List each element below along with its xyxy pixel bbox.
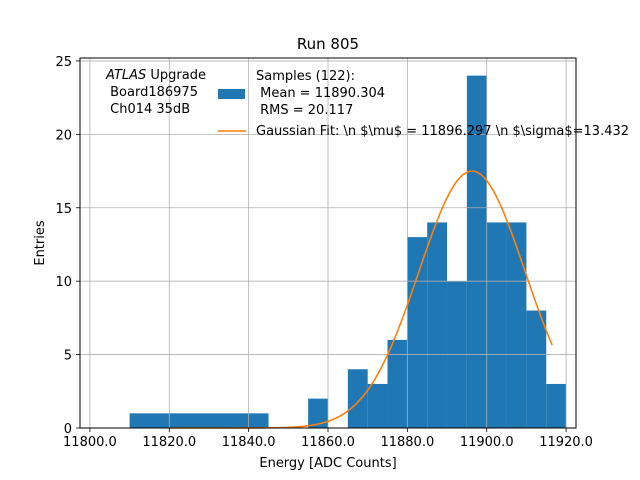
histogram-bar: [308, 398, 328, 428]
annotation-board: Board186975: [106, 85, 198, 100]
legend-fit-label: Gaussian Fit: \n $\mu$ = 11896.297 \n $\…: [256, 124, 629, 139]
y-tick-label: 25: [55, 55, 72, 70]
legend-histogram-label: Samples (122): Mean = 11890.304 RMS = 20…: [256, 69, 385, 118]
x-tick-label: 11800.0: [63, 435, 117, 450]
x-axis-ticks: 11800.0 11820.0 11840.0 11860.0 11880.0 11900…: [63, 428, 593, 450]
legend-histogram-swatch: [218, 89, 245, 99]
histogram-bar: [407, 237, 428, 428]
x-tick-label: 11860.0: [301, 435, 355, 450]
histogram-bar: [546, 383, 567, 428]
svg-text:ATLAS Upgrade: ATLAS Upgrade: [105, 68, 206, 83]
y-tick-label: 0: [64, 422, 72, 437]
chart-title: Run 805: [297, 35, 359, 53]
legend-histogram-line: Samples (122):: [256, 69, 355, 84]
y-tick-label: 10: [55, 275, 72, 290]
y-tick-label: 15: [55, 202, 72, 217]
histogram-bar: [526, 310, 547, 428]
histogram-bar: [466, 75, 487, 428]
y-axis-ticks: 0 5 10 15 20 25: [55, 55, 80, 437]
legend-histogram-line: Mean = 11890.304: [256, 86, 385, 101]
histogram-bars: [129, 75, 567, 428]
histogram-bar: [129, 413, 269, 428]
y-tick-label: 20: [55, 128, 72, 143]
annotation-channel: Ch014 35dB: [106, 102, 190, 117]
legend: Samples (122): Mean = 11890.304 RMS = 20…: [218, 69, 629, 139]
x-tick-label: 11900.0: [460, 435, 514, 450]
histogram-bar: [506, 222, 527, 428]
x-tick-label: 11820.0: [142, 435, 196, 450]
x-tick-label: 11840.0: [222, 435, 276, 450]
histogram-bar: [486, 222, 507, 428]
x-tick-label: 11920.0: [539, 435, 593, 450]
histogram-bar: [367, 383, 388, 428]
x-axis-label: Energy [ADC Counts]: [259, 456, 396, 471]
histogram-bar: [427, 222, 448, 428]
legend-histogram-line: RMS = 20.117: [256, 103, 353, 118]
y-axis-label: Entries: [33, 220, 48, 266]
atlas-annotation: ATLAS Upgrade Board186975 Ch014 35dB: [105, 68, 206, 117]
y-tick-label: 5: [64, 349, 72, 364]
histogram-bar: [387, 339, 408, 428]
annotation-atlas: ATLAS: [105, 68, 146, 83]
histogram-bar: [347, 369, 368, 428]
annotation-upgrade: Upgrade: [146, 68, 206, 83]
x-tick-label: 11880.0: [380, 435, 434, 450]
